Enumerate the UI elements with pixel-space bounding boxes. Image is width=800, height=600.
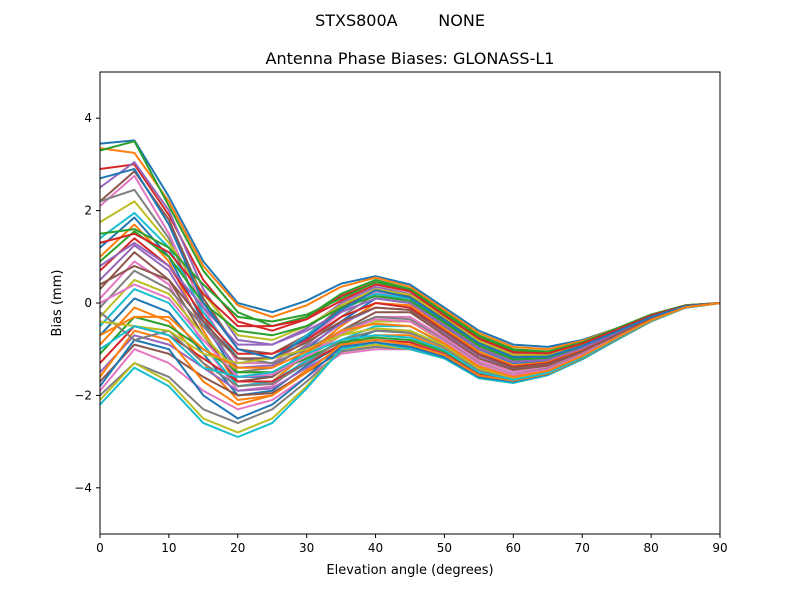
x-tick-label: 50 [437,541,452,555]
series-line-36 [99,265,721,369]
x-tick-label: 70 [575,541,590,555]
y-axis-ticks: −4 −2 0 2 4 [74,111,100,495]
x-tick-label: 60 [506,541,521,555]
series-line-41 [99,168,721,360]
x-tick-label: 30 [299,541,314,555]
series-line-42 [99,302,721,378]
series-lines [99,139,721,438]
x-tick-label: 40 [368,541,383,555]
series-line-35 [99,241,721,364]
x-tick-label: 20 [230,541,245,555]
x-tick-label: 10 [161,541,176,555]
series-line-34 [99,232,721,355]
x-tick-label: 90 [712,541,727,555]
y-tick-label: −2 [74,388,92,402]
y-axis-label: Bias (mm) [50,270,65,337]
x-tick-label: 80 [643,541,658,555]
x-axis-ticks: 0 10 20 30 40 50 60 70 80 90 [96,534,728,555]
chart-suptitle: STXS800A NONE [315,11,485,30]
y-tick-label: 2 [84,204,92,218]
x-axis-label: Elevation angle (degrees) [326,563,493,578]
y-tick-label: 0 [84,296,92,310]
x-tick-label: 0 [96,541,104,555]
chart-title: Antenna Phase Biases: GLONASS-L1 [266,49,555,68]
y-tick-label: −4 [74,481,92,495]
y-tick-label: 4 [84,111,92,125]
